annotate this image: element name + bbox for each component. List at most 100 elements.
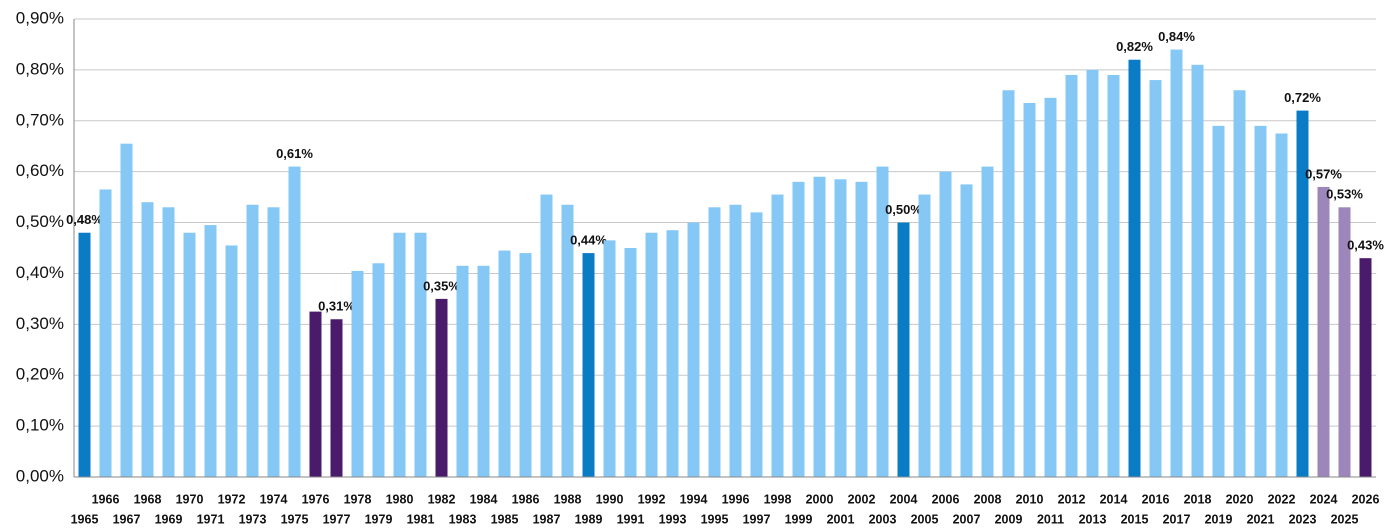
bar <box>309 311 322 477</box>
x-tick-label: 1974 <box>260 492 288 506</box>
x-tick-label: 1985 <box>491 512 519 526</box>
x-tick-label: 2001 <box>827 512 855 526</box>
x-tick-label: 2003 <box>869 512 897 526</box>
bar <box>1296 110 1309 477</box>
bar <box>645 232 658 477</box>
x-tick-label: 1992 <box>638 492 666 506</box>
x-tick-label: 2012 <box>1058 492 1086 506</box>
bar <box>1023 102 1036 477</box>
bar <box>1317 186 1330 477</box>
bar <box>393 232 406 477</box>
x-tick-label: 1967 <box>113 512 141 526</box>
bar <box>351 270 364 477</box>
value-label: 0,82% <box>1116 39 1153 54</box>
bar <box>246 204 259 477</box>
bar <box>603 240 616 477</box>
bar <box>330 319 343 477</box>
bar <box>666 230 679 477</box>
y-tick-label: 0,40% <box>16 263 64 282</box>
bar <box>435 298 448 477</box>
x-tick-label: 2009 <box>995 512 1023 526</box>
x-tick-label: 1993 <box>659 512 687 526</box>
value-label: 0,43% <box>1347 238 1384 253</box>
y-tick-label: 0,30% <box>16 314 64 333</box>
bar <box>267 207 280 478</box>
x-tick-label: 1991 <box>617 512 645 526</box>
bar <box>288 166 301 478</box>
x-tick-label: 2011 <box>1037 512 1064 526</box>
bar <box>519 253 532 477</box>
x-tick-label: 1983 <box>449 512 477 526</box>
x-tick-label: 1965 <box>71 512 99 526</box>
bar <box>183 232 196 477</box>
bar <box>1149 80 1162 478</box>
x-tick-label: 1966 <box>92 492 120 506</box>
x-tick-label: 1998 <box>764 492 792 506</box>
x-tick-label: 2015 <box>1121 512 1149 526</box>
x-tick-label: 1996 <box>722 492 750 506</box>
bar <box>1128 59 1141 477</box>
value-label: 0,53% <box>1326 187 1363 202</box>
bar <box>498 250 511 477</box>
bar <box>78 232 91 477</box>
x-tick-label: 1978 <box>344 492 372 506</box>
x-tick-label: 1971 <box>197 512 225 526</box>
bar <box>1086 69 1099 477</box>
x-tick-label: 1972 <box>218 492 246 506</box>
value-label: 0,72% <box>1284 90 1321 105</box>
x-tick-label: 2018 <box>1184 492 1212 506</box>
x-tick-label: 1990 <box>596 492 624 506</box>
bar <box>813 176 826 477</box>
x-tick-label: 1997 <box>743 512 771 526</box>
x-tick-label: 1988 <box>554 492 582 506</box>
value-label: 0,61% <box>276 146 313 161</box>
x-tick-label: 1981 <box>407 512 435 526</box>
bar <box>1212 125 1225 477</box>
x-tick-label: 1999 <box>785 512 813 526</box>
y-tick-label: 0,20% <box>16 365 64 384</box>
x-tick-label: 1973 <box>239 512 267 526</box>
bar <box>834 179 847 478</box>
bar <box>1254 125 1267 477</box>
bar <box>225 245 238 477</box>
x-tick-label: 1976 <box>302 492 330 506</box>
bar <box>792 181 805 477</box>
x-tick-label: 2005 <box>911 512 939 526</box>
value-label: 0,44% <box>570 233 607 248</box>
x-tick-label: 2025 <box>1331 512 1359 526</box>
bar <box>1338 207 1351 478</box>
bar <box>456 265 469 477</box>
x-tick-label: 2021 <box>1247 512 1275 526</box>
y-tick-label: 0,80% <box>16 59 64 78</box>
x-tick-label: 1970 <box>176 492 204 506</box>
bar <box>162 207 175 478</box>
x-tick-label: 1975 <box>281 512 309 526</box>
value-label: 0,84% <box>1158 29 1195 44</box>
x-tick-label: 2006 <box>932 492 960 506</box>
bar <box>1002 90 1015 477</box>
bar <box>204 225 217 477</box>
y-tick-label: 0,70% <box>16 110 64 129</box>
bar <box>687 222 700 477</box>
bar <box>582 253 595 477</box>
x-tick-label: 2024 <box>1310 492 1338 506</box>
value-label: 0,50% <box>885 202 922 217</box>
bar <box>1044 97 1057 477</box>
bar <box>1275 133 1288 477</box>
x-tick-label: 2013 <box>1079 512 1107 526</box>
y-tick-label: 0,90% <box>16 8 64 27</box>
bar <box>897 222 910 477</box>
bar <box>99 189 112 477</box>
x-tick-label: 2026 <box>1352 492 1380 506</box>
bar <box>855 181 868 477</box>
x-tick-label: 1987 <box>533 512 561 526</box>
x-tick-label: 1984 <box>470 492 498 506</box>
y-tick-label: 0,60% <box>16 161 64 180</box>
bar <box>624 248 637 477</box>
x-tick-label: 2019 <box>1205 512 1233 526</box>
x-tick-label: 2014 <box>1100 492 1128 506</box>
bar <box>729 204 742 477</box>
bar <box>120 143 133 477</box>
x-tick-label: 2020 <box>1226 492 1254 506</box>
